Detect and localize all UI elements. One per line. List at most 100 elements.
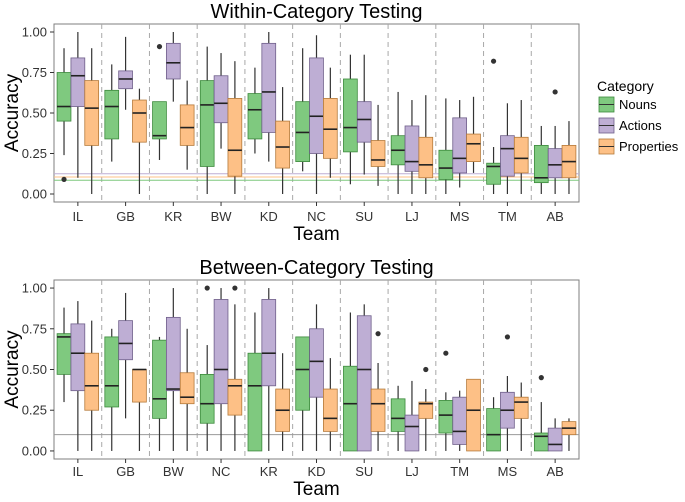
legend-item-actions: Actions: [598, 117, 662, 134]
outlier-point: [61, 176, 67, 183]
x-tick-label: AB: [546, 209, 563, 224]
y-tick-label: 1.00: [22, 281, 47, 296]
box-nouns-kr: [152, 43, 167, 160]
box-iqr: [404, 125, 420, 172]
box-iqr: [56, 333, 72, 375]
box-iqr: [247, 352, 263, 452]
box-nouns-lj: [390, 91, 406, 194]
box-actions-lj: [404, 100, 420, 194]
box-properties-tm: [466, 378, 481, 452]
box-actions-nc: [309, 35, 324, 194]
box-iqr: [390, 398, 406, 432]
box-iqr: [295, 336, 310, 411]
box-iqr: [370, 140, 386, 167]
box-iqr: [466, 378, 481, 452]
x-tick-label: BW: [163, 464, 185, 479]
box-actions-gb: [118, 292, 133, 419]
box-iqr: [486, 408, 501, 452]
box-properties-su: [370, 104, 386, 186]
box-properties-kd: [323, 358, 338, 451]
box-iqr: [261, 299, 277, 387]
box-actions-ms: [500, 334, 515, 451]
box-properties-bw: [179, 328, 195, 451]
box-iqr: [261, 42, 277, 133]
box-properties-il: [84, 48, 100, 194]
box-iqr: [165, 316, 181, 392]
box-actions-nc: [213, 288, 229, 451]
y-axis-label: Accuracy: [2, 330, 23, 409]
series-actions: [70, 32, 563, 194]
box-iqr: [104, 336, 120, 408]
box-nouns-nc: [295, 48, 310, 172]
box-iqr: [275, 120, 290, 169]
box-nouns-bw: [152, 336, 167, 451]
box-properties-kr: [275, 353, 290, 451]
box-properties-ab: [561, 121, 577, 194]
chart-title: Within-Category Testing: [211, 1, 423, 23]
x-tick-label: GB: [116, 464, 135, 479]
box-properties-gb: [132, 88, 147, 194]
x-tick-label: TM: [498, 209, 517, 224]
box-iqr: [466, 133, 481, 162]
x-tick-label: LJ: [405, 464, 419, 479]
box-actions-kr: [261, 288, 277, 451]
box-properties-gb: [132, 368, 147, 451]
box-properties-ab: [561, 418, 577, 451]
box-iqr: [513, 396, 529, 419]
box-iqr: [323, 98, 338, 159]
x-tick-label: MS: [450, 209, 470, 224]
box-iqr: [227, 378, 243, 416]
box-nouns-ms: [486, 397, 501, 452]
box-iqr: [500, 135, 515, 177]
y-tick-label: 0.50: [22, 362, 47, 377]
box-iqr: [165, 42, 181, 80]
legend-item-nouns: Nouns: [598, 96, 657, 113]
x-tick-label: NC: [307, 209, 326, 224]
series-properties: [84, 285, 577, 452]
box-properties-il: [84, 320, 100, 451]
box-iqr: [132, 369, 147, 403]
outlier-point: [443, 350, 449, 356]
box-actions-ms: [452, 100, 468, 188]
series-actions: [70, 288, 563, 452]
box-iqr: [418, 401, 434, 419]
y-tick-label: 0.75: [22, 321, 47, 336]
x-tick-label: NC: [212, 464, 231, 479]
box-iqr: [70, 323, 86, 392]
box-iqr: [84, 80, 100, 146]
x-tick-label: TM: [450, 464, 469, 479]
legend-title: Category: [597, 78, 654, 94]
box-iqr: [118, 70, 133, 90]
y-tick-label: 0.50: [22, 106, 47, 121]
box-properties-su: [370, 331, 386, 451]
series-properties: [84, 48, 577, 194]
box-properties-ms: [466, 96, 481, 173]
x-tick-label: KD: [260, 209, 278, 224]
box-iqr: [70, 57, 86, 107]
y-axis-label: Accuracy: [2, 73, 23, 152]
box-iqr: [152, 101, 167, 140]
box-properties-nc: [323, 67, 338, 178]
box-iqr: [295, 101, 310, 162]
box-properties-tm: [513, 100, 529, 194]
box-iqr: [438, 149, 454, 180]
outlier-point: [490, 58, 497, 64]
box-actions-ab: [547, 89, 563, 194]
box-iqr: [118, 320, 133, 361]
box-iqr: [213, 299, 229, 405]
box-nouns-ms: [438, 98, 454, 194]
box-iqr: [84, 352, 100, 411]
box-actions-su: [356, 54, 372, 175]
y-tick-label: 0.25: [22, 403, 47, 418]
box-actions-lj: [404, 380, 420, 452]
x-tick-label: LJ: [405, 209, 419, 224]
box-iqr: [213, 75, 229, 124]
box-properties-kr: [179, 80, 195, 170]
box-iqr: [179, 104, 195, 146]
x-tick-label: SU: [355, 464, 373, 479]
box-actions-bw: [213, 53, 229, 149]
y-tick-label: 0.75: [22, 65, 47, 80]
box-iqr: [343, 365, 358, 452]
box-properties-lj: [418, 366, 434, 451]
